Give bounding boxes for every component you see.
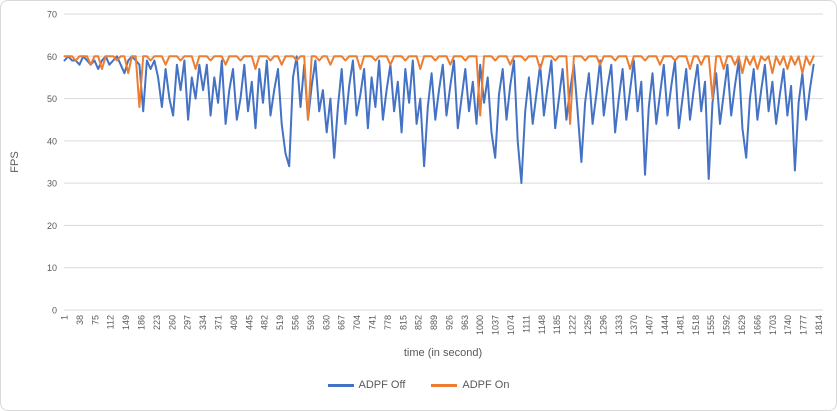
x-tick-label-1740: 1740	[783, 315, 793, 335]
x-tick-label-1703: 1703	[768, 315, 778, 335]
x-tick-label-741: 741	[367, 315, 377, 330]
x-tick-label-593: 593	[306, 315, 316, 330]
x-tick-label-926: 926	[444, 315, 454, 330]
y-axis-tick-labels: 0 10 20 30 40 50 60 70	[47, 10, 57, 316]
x-tick-label-815: 815	[398, 315, 408, 330]
x-tick-label-223: 223	[152, 315, 162, 330]
adpf-on-line-swatch	[431, 383, 458, 387]
y-tick-label-40: 40	[47, 136, 57, 146]
x-tick-label-408: 408	[229, 315, 239, 330]
series-line-adpf-off	[63, 55, 815, 185]
x-tick-label-371: 371	[213, 315, 223, 330]
x-tick-label-1222: 1222	[568, 315, 578, 335]
x-tick-label-1037: 1037	[491, 315, 501, 335]
x-tick-label-963: 963	[460, 315, 470, 330]
x-tick-label-445: 445	[244, 315, 254, 330]
x-tick-label-112: 112	[106, 315, 116, 329]
y-tick-label-0: 0	[52, 306, 57, 316]
y-tick-label-70: 70	[47, 10, 57, 20]
x-tick-label-889: 889	[429, 315, 439, 330]
x-tick-label-1407: 1407	[645, 315, 655, 335]
x-tick-label-482: 482	[260, 315, 270, 330]
x-tick-label-1518: 1518	[691, 315, 701, 335]
x-tick-label-704: 704	[352, 315, 362, 330]
x-tick-label-260: 260	[167, 315, 177, 330]
x-tick-label-1814: 1814	[814, 315, 824, 335]
x-tick-label-1444: 1444	[660, 315, 670, 335]
x-tick-label-297: 297	[183, 315, 193, 330]
x-tick-label-1111: 1111	[521, 315, 531, 333]
adpf-off-line-swatch	[327, 383, 354, 387]
x-tick-label-75: 75	[90, 315, 100, 325]
legend-item-adpf-off: ADPF Off	[327, 379, 406, 391]
x-tick-label-1333: 1333	[614, 315, 624, 335]
x-tick-label-1000: 1000	[475, 315, 485, 335]
x-tick-label-1296: 1296	[598, 315, 608, 335]
series-line-adpf-on	[63, 55, 815, 125]
x-axis-title: time (in second)	[404, 347, 482, 359]
y-tick-label-10: 10	[47, 263, 57, 273]
x-tick-label-852: 852	[414, 315, 424, 330]
x-tick-label-667: 667	[337, 315, 347, 330]
x-tick-label-1259: 1259	[583, 315, 593, 335]
x-tick-label-1629: 1629	[737, 315, 747, 335]
x-tick-label-334: 334	[198, 315, 208, 330]
x-tick-label-1: 1	[60, 315, 70, 320]
x-tick-label-1555: 1555	[706, 315, 716, 335]
x-tick-label-778: 778	[383, 315, 393, 330]
legend: ADPF Off ADPF On	[1, 379, 836, 391]
x-tick-label-149: 149	[121, 315, 131, 330]
legend-label-adpf-off: ADPF Off	[358, 379, 406, 391]
x-axis-tick-labels: 1 38 75 112 149 186 223 260 297 334 371 408 445 482 51…	[60, 315, 825, 335]
x-tick-label-519: 519	[275, 315, 285, 330]
x-tick-label-1148: 1148	[537, 315, 547, 334]
x-tick-label-1666: 1666	[752, 315, 762, 335]
legend-label-adpf-on: ADPF On	[462, 379, 510, 391]
y-tick-label-60: 60	[47, 52, 57, 62]
x-tick-label-186: 186	[136, 315, 146, 330]
x-tick-label-1592: 1592	[722, 315, 732, 335]
x-tick-label-1074: 1074	[506, 315, 516, 335]
x-tick-label-556: 556	[290, 315, 300, 330]
y-tick-label-50: 50	[47, 94, 57, 104]
x-tick-label-630: 630	[321, 315, 331, 330]
y-tick-label-30: 30	[47, 179, 57, 189]
legend-item-adpf-on: ADPF On	[431, 379, 509, 391]
x-tick-label-1370: 1370	[629, 315, 639, 335]
x-tick-label-38: 38	[75, 315, 85, 325]
x-tick-label-1481: 1481	[675, 315, 685, 335]
series-lines	[63, 55, 815, 185]
y-tick-label-20: 20	[47, 221, 57, 231]
y-axis-title: FPS	[9, 151, 21, 172]
x-tick-label-1185: 1185	[552, 315, 562, 334]
x-tick-label-1777: 1777	[799, 315, 809, 335]
